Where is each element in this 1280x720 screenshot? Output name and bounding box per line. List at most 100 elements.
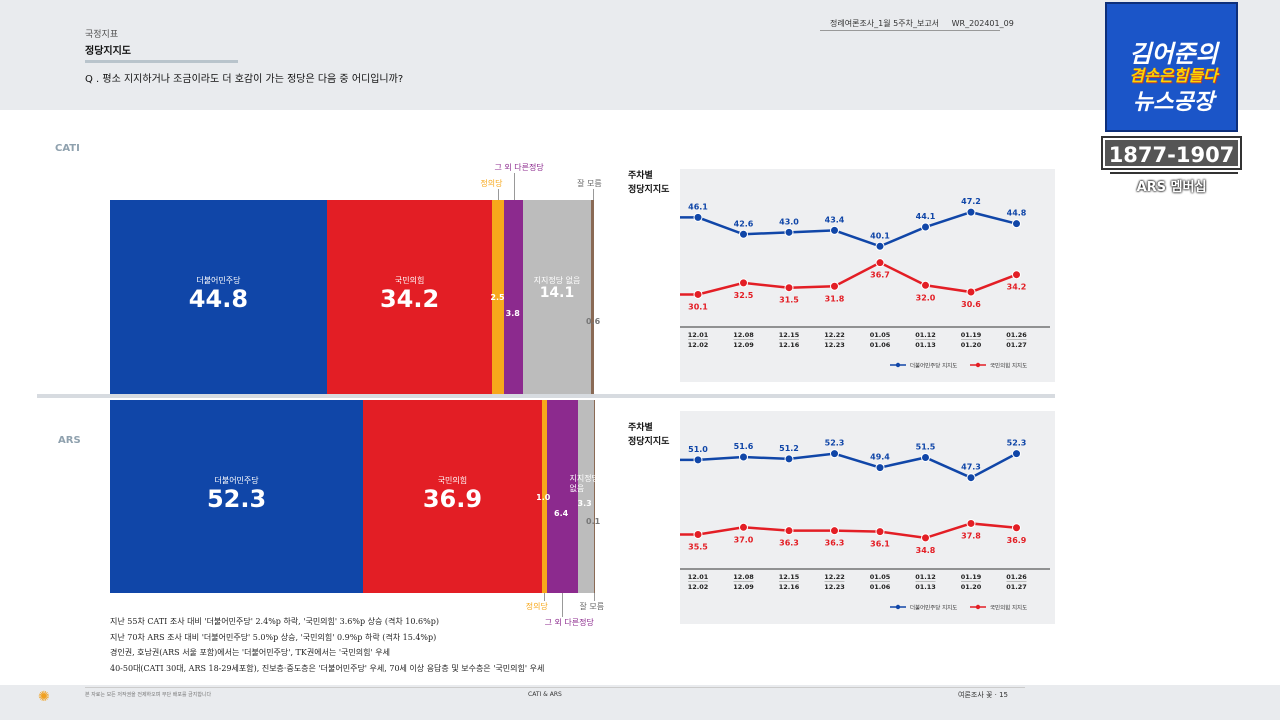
note-line: 지난 55차 CATI 조사 대비 '더불어민주당' 2.4%p 하락, '국민… (110, 617, 439, 626)
x-tick-label: 01.20 (961, 341, 982, 349)
series-point (739, 522, 748, 532)
x-tick-label: 12.16 (779, 341, 800, 349)
series-point (830, 526, 839, 536)
doc-underline (820, 30, 1000, 31)
data-label: 34.8 (916, 546, 936, 555)
flower-logo-icon: ✺ (38, 689, 50, 705)
bar-segment (492, 200, 505, 394)
x-tick-label: 01.06 (870, 583, 891, 591)
x-tick-label: 12.16 (779, 583, 800, 591)
x-tick-label: 01.26 (1006, 331, 1027, 339)
series-point (739, 278, 748, 288)
data-label: 51.2 (779, 444, 799, 453)
weekly-trend-panel-cati: 주차별 정당지지도 12.01 12.02 12.08 12.09 12.15 12.16… (628, 169, 1055, 382)
data-label: 36.3 (825, 539, 845, 548)
data-label: 47.2 (961, 197, 981, 206)
footer-copyright: 본 자료는 모든 저작권을 전제하오며 무단 배포를 금지합니다 (85, 692, 212, 698)
footer-page: 여론조사 꽃 · 15 (958, 691, 1009, 699)
data-label: 31.8 (825, 294, 845, 303)
weekly-trend-panel-ars: 주차별 정당지지도 12.01 12.02 12.08 12.09 12.15 12.16… (628, 411, 1055, 624)
external-segment-label: 정의당 (480, 179, 503, 188)
segment-label: 더불어민주당 (214, 475, 259, 485)
segment-label: 국민의힘 (437, 475, 468, 485)
series-point (739, 229, 748, 239)
data-label: 40.1 (870, 231, 890, 240)
data-label: 37.0 (734, 535, 754, 544)
segment-label: 더불어민주당 (196, 276, 241, 285)
x-tick-label: 12.22 (824, 573, 845, 581)
data-label: 51.6 (734, 442, 754, 451)
bar-segment (577, 400, 594, 593)
legend-marker (975, 604, 981, 610)
external-segment-label: 그 외 다른정당 (494, 163, 544, 172)
x-tick-label: 12.02 (688, 341, 709, 349)
section-label: 국정지표 (85, 30, 119, 40)
series-line (680, 210, 1017, 248)
x-tick-label: 12.09 (733, 341, 754, 349)
trend-line-chart: 12.01 12.02 12.08 12.09 12.15 12.16 12.22 12.23… (680, 197, 1050, 370)
series-point (693, 455, 703, 465)
segment-value: 36.9 (422, 484, 483, 513)
series-point (966, 473, 976, 483)
data-label: 43.0 (779, 217, 799, 226)
leader-line (544, 593, 546, 601)
leader-line (592, 189, 594, 200)
data-label: 49.4 (870, 453, 890, 462)
series-point (830, 225, 839, 235)
x-tick-label: 12.23 (824, 341, 845, 349)
segment-value: 44.8 (188, 285, 249, 313)
x-tick-label: 12.23 (824, 583, 845, 591)
logo-text-2: 겸손은힘들다 (1129, 66, 1218, 85)
leader-line (513, 173, 515, 200)
x-tick-label: 01.05 (870, 573, 891, 581)
x-tick-label: 12.02 (688, 583, 709, 591)
x-tick-label: 01.06 (870, 341, 891, 349)
data-label: 47.3 (961, 463, 981, 472)
series-point (693, 530, 703, 540)
data-label: 34.2 (1007, 283, 1027, 292)
segment-value: 2.5 (490, 293, 505, 302)
series-point (784, 227, 794, 237)
x-tick-label: 01.27 (1006, 583, 1027, 591)
summary-notes: 지난 55차 CATI 조사 대비 '더불어민주당' 2.4%p 하락, '국민… (110, 614, 544, 676)
logo-text-1: 김어준의 (1129, 40, 1218, 68)
legend-marker (975, 362, 981, 368)
series-point (784, 526, 794, 536)
x-tick-label: 12.01 (688, 573, 709, 581)
x-tick-label: 01.12 (915, 331, 936, 339)
leader-line (562, 593, 564, 617)
bar-segment (541, 400, 547, 593)
bar-segment: 더불어민주당 52.3 (110, 400, 364, 593)
doc-title: 정례여론조사_1월 5주차_보고서 (830, 19, 940, 28)
series-point (830, 449, 839, 459)
x-tick-label: 01.13 (915, 583, 936, 591)
series-point (875, 527, 885, 537)
segment-value: 34.2 (379, 285, 440, 313)
data-label: 42.6 (734, 219, 754, 228)
x-tick-label: 12.15 (779, 331, 800, 339)
segment-value: 14.1 (539, 285, 575, 301)
series-point (875, 463, 885, 473)
leader-line (593, 593, 595, 601)
data-label: 31.5 (779, 296, 799, 305)
series-point (693, 212, 703, 222)
note-line: 40-50대(CATI 30대, ARS 18-29세포함), 진보층·중도층은… (110, 663, 545, 673)
external-segment-label: 정의당 (525, 602, 548, 611)
series-point (1012, 219, 1021, 229)
x-tick-label: 01.27 (1006, 341, 1027, 349)
bar-segment: 지지정당 없음 14.1 (522, 200, 592, 394)
series-point (921, 280, 930, 290)
trend-title: 주차별 정당지지도 (628, 423, 670, 447)
segment-value: 0.1 (586, 516, 601, 526)
x-tick-label: 01.13 (915, 341, 936, 349)
series-point (1012, 270, 1021, 280)
data-label: 32.5 (734, 291, 754, 300)
x-tick-label: 01.19 (961, 573, 982, 581)
series-point (784, 283, 794, 293)
data-label: 36.1 (870, 540, 890, 549)
trend-line-chart: 12.01 12.02 12.08 12.09 12.15 12.16 12.22 12.23… (680, 439, 1050, 612)
legend-entry: 더불어민주당 지지도 (910, 604, 957, 612)
x-tick-label: 12.08 (733, 331, 754, 339)
segment-label: 국민의힘 (394, 276, 425, 285)
data-label: 30.1 (688, 302, 708, 311)
